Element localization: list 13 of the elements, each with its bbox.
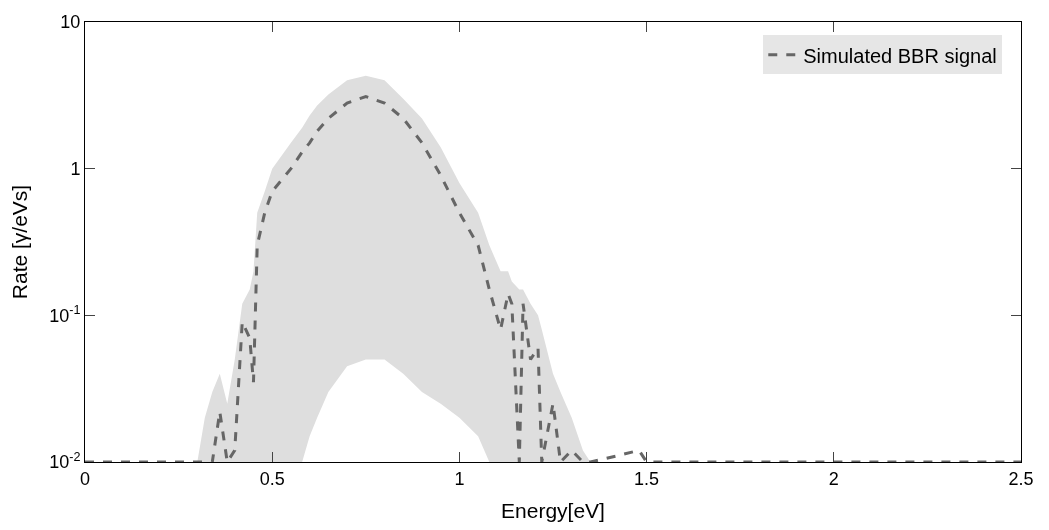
x-tick-label: 0.5 — [259, 468, 285, 489]
y-tick-label: 10$^{-2}$ — [49, 449, 81, 473]
x-tick-label: 0 — [79, 468, 91, 489]
x-tick-label: 1 — [454, 468, 465, 489]
y-axis-title: Rate [γ/eVs] — [8, 184, 32, 300]
x-tick-label: 2 — [828, 468, 839, 489]
y-tick-label: 1 — [70, 158, 81, 179]
y-tick-label: 10$^{-1}$ — [49, 303, 81, 326]
x-axis-title: Energy[eV] — [501, 498, 605, 522]
legend-label: Simulated BBR signal — [803, 44, 997, 67]
y-tick-label: 10 — [60, 12, 81, 33]
x-tick-label: 1.5 — [634, 468, 660, 489]
x-tick-label: 2.5 — [1008, 468, 1034, 489]
